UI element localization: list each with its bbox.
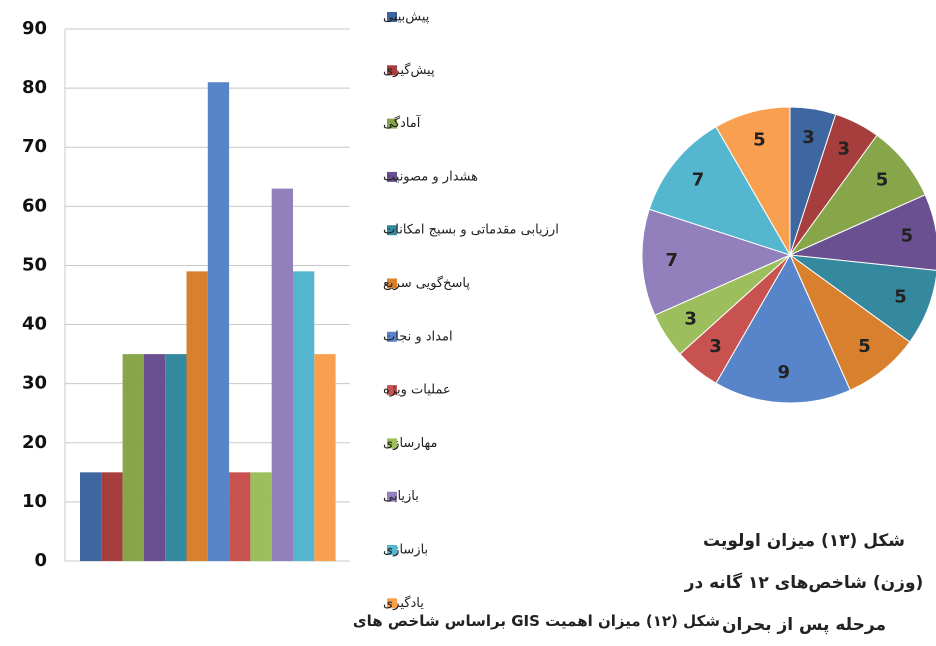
bar bbox=[272, 189, 293, 561]
y-tick-label: 0 bbox=[34, 550, 47, 571]
pie-caption: شکل (۱۳) میزان اولویت (وزن) شاخص‌های ۱۲ … bbox=[684, 520, 924, 646]
y-tick-label: 20 bbox=[22, 432, 47, 453]
y-tick-label: 40 bbox=[22, 314, 47, 335]
y-tick-label: 90 bbox=[22, 18, 47, 39]
legend-label: پیش‌بینی bbox=[383, 10, 430, 25]
y-tick-label: 80 bbox=[22, 77, 47, 98]
legend-label: بازسازی bbox=[383, 543, 428, 558]
bar bbox=[144, 354, 165, 561]
y-tick-label: 10 bbox=[22, 491, 47, 512]
legend-label: پیش‌گیری bbox=[383, 62, 435, 78]
data-label: 3 bbox=[837, 139, 850, 160]
bar bbox=[101, 472, 122, 561]
data-label: 9 bbox=[778, 362, 791, 383]
y-tick-label: 70 bbox=[22, 136, 47, 157]
bar bbox=[229, 472, 250, 561]
y-tick-label: 60 bbox=[22, 195, 47, 216]
data-label: 3 bbox=[684, 308, 697, 329]
data-label: 3 bbox=[709, 336, 722, 357]
bar bbox=[208, 82, 229, 561]
data-label: 3 bbox=[802, 127, 815, 148]
legend-label: یادگیری bbox=[383, 595, 424, 611]
bar bbox=[250, 472, 271, 561]
bar-caption: شکل (۱۲) میزان اهمیت GIS براساس شاخص های bbox=[330, 612, 720, 630]
legend-label: ارزیابی مقدماتی و بسیج امکانات bbox=[383, 223, 559, 238]
legend-label: مهارسازی bbox=[383, 436, 438, 451]
legend-label: امداد و نجات bbox=[383, 329, 453, 344]
y-tick-label: 30 bbox=[22, 373, 47, 394]
bar bbox=[165, 354, 186, 561]
bar bbox=[293, 271, 314, 561]
bar bbox=[123, 354, 144, 561]
data-label: 7 bbox=[665, 250, 678, 271]
legend-label: بازیابی bbox=[383, 489, 419, 504]
data-label: 5 bbox=[753, 130, 766, 151]
data-label: 5 bbox=[901, 225, 914, 246]
data-label: 5 bbox=[894, 286, 907, 307]
legend-label: آمادگی bbox=[383, 114, 422, 131]
data-label: 5 bbox=[876, 169, 889, 190]
page: 0 10 20 30 40 50 60 70 80 90 پیش‌بینی پیش‌گیری آمادگ… bbox=[0, 0, 936, 631]
legend-label: عملیات ویژه bbox=[383, 383, 451, 398]
bar bbox=[187, 271, 208, 561]
bar bbox=[80, 472, 101, 561]
legend-label: هشدار و مصونیت bbox=[383, 169, 478, 184]
y-tick-label: 50 bbox=[22, 254, 47, 275]
data-label: 7 bbox=[692, 169, 705, 190]
bar bbox=[314, 354, 335, 561]
data-label: 5 bbox=[858, 336, 871, 357]
legend-label: پاسخ‌گویی سریع bbox=[383, 275, 470, 291]
